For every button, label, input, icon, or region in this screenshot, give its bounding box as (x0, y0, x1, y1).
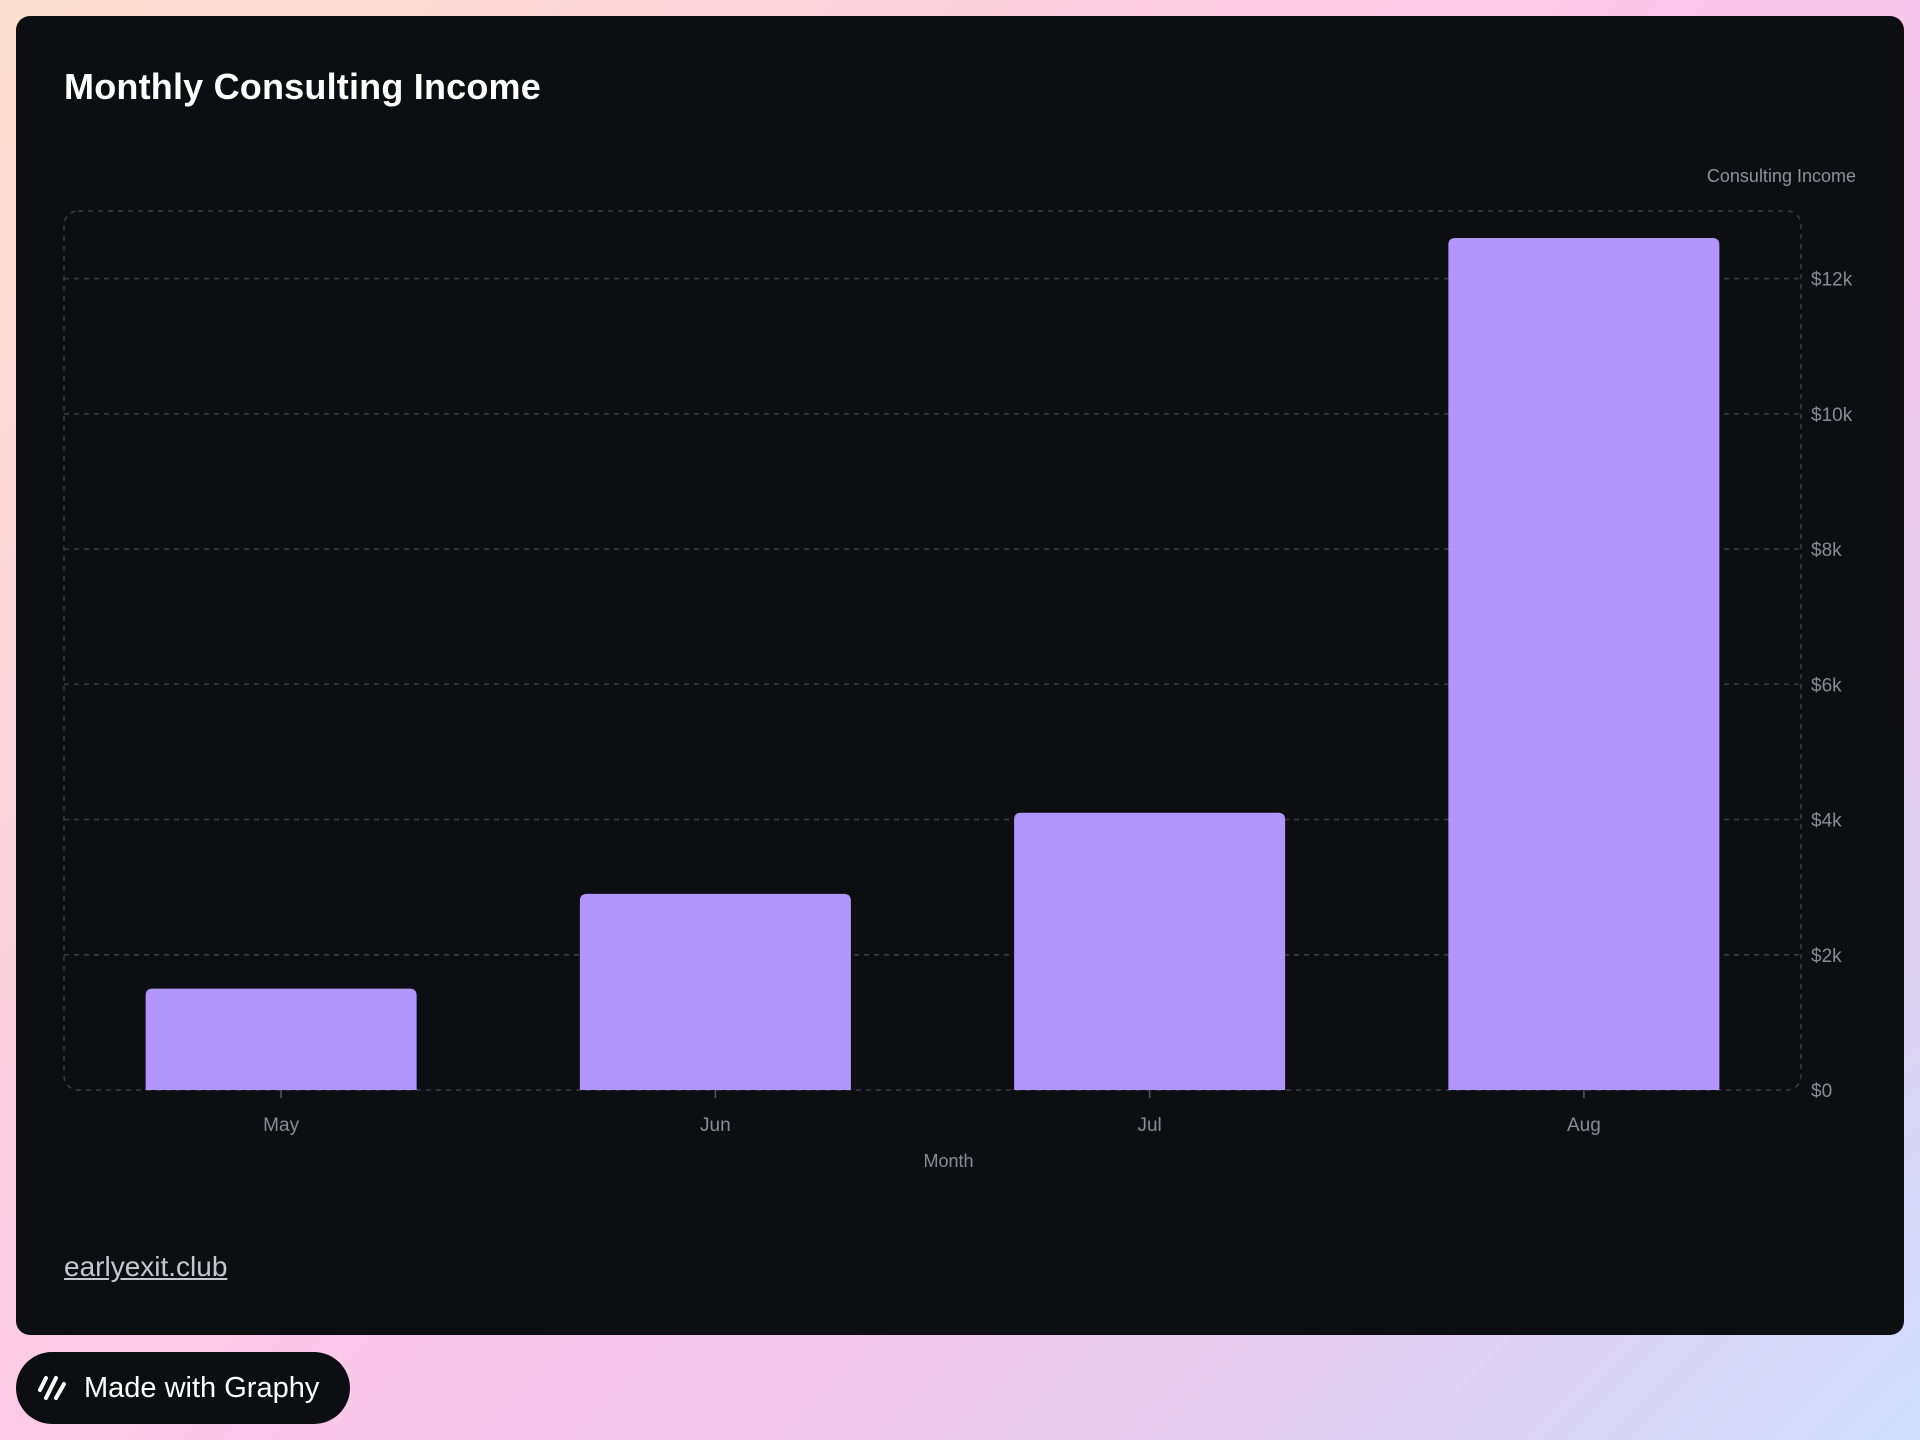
chart-card: Monthly Consulting Income Consulting Inc… (16, 16, 1904, 1335)
bar-chart: $0 $2k $4k $6k $8k $10k $12k May Jun Jul Aug Month (63, 210, 1853, 1171)
badge-text: Made with Graphy (84, 1371, 320, 1404)
x-tick-label: Jul (1137, 1115, 1161, 1136)
x-tick-label: Aug (1567, 1115, 1601, 1136)
bar-jun (579, 893, 851, 1090)
y-tick-label: $0 (1811, 1081, 1832, 1102)
footer-link[interactable]: earlyexit.club (64, 1251, 228, 1282)
y-tick-label: $12k (1811, 270, 1853, 291)
y-tick-label: $4k (1811, 811, 1842, 832)
y-tick-label: $10k (1811, 405, 1853, 426)
x-tick-label: May (263, 1115, 299, 1136)
y-tick-label: $2k (1811, 946, 1842, 967)
made-with-graphy-badge[interactable]: Made with Graphy (16, 1352, 350, 1424)
graphy-logo-icon (38, 1376, 66, 1400)
plot-frame (63, 210, 1802, 1091)
x-tick-label: Jun (700, 1115, 731, 1136)
y-tick-label: $6k (1811, 675, 1842, 696)
bar-may (145, 988, 417, 1090)
x-axis-title: Month (923, 1151, 973, 1171)
legend-label: Consulting Income (1706, 166, 1856, 186)
bar-jul (1014, 812, 1286, 1090)
y-tick-label: $8k (1811, 540, 1842, 561)
chart-title: Monthly Consulting Income (64, 66, 541, 107)
bar-aug (1448, 238, 1720, 1091)
